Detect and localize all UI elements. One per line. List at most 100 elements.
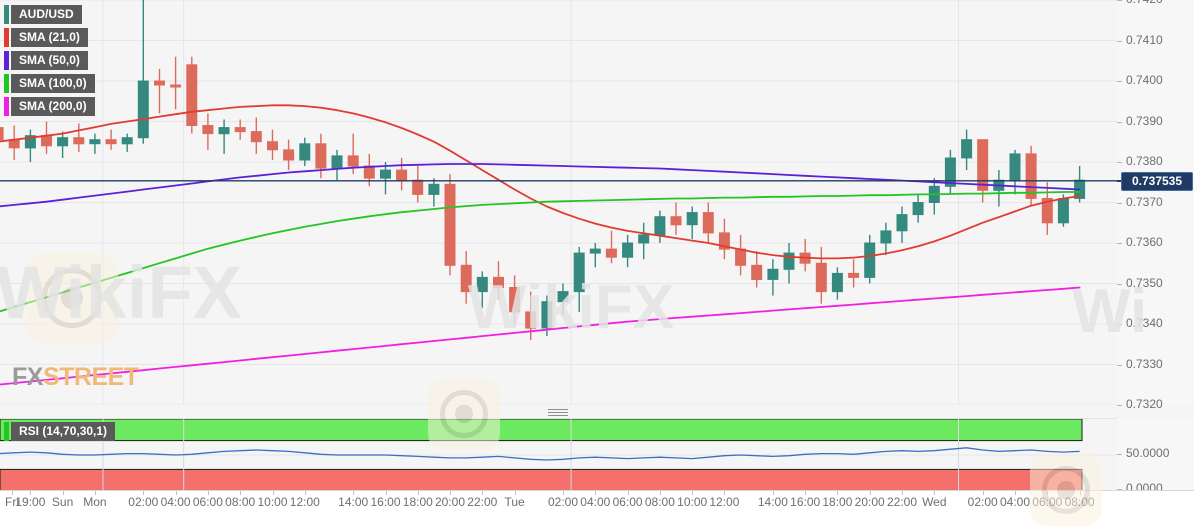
legend-item-sma-21[interactable]: SMA (21,0) [4, 28, 95, 47]
sma-21-color-swatch [4, 28, 9, 47]
price-axis-tick [1117, 81, 1122, 82]
price-axis-tick [1117, 243, 1122, 244]
time-axis-label: 16:00 [790, 495, 821, 509]
legend-label-sma-200: SMA (200,0) [11, 97, 95, 116]
time-axis-label: 12:00 [709, 495, 740, 509]
rsi-chart-canvas [0, 419, 1117, 491]
time-axis-label: 19:00 [15, 495, 46, 509]
time-axis-tick [627, 491, 629, 495]
sma-50-color-swatch [4, 51, 9, 70]
time-axis-tick [837, 491, 839, 495]
time-axis-label: 02:00 [547, 495, 579, 509]
time-axis-tick [175, 491, 177, 495]
price-axis-label: 0.7320 [1126, 397, 1163, 411]
time-axis-tick [1015, 491, 1016, 495]
rsi-legend-label: RSI (14,70,30,1) [11, 422, 116, 441]
price-axis-tick [1117, 283, 1122, 285]
rsi-color-swatch [4, 422, 9, 441]
price-axis-tick [1117, 162, 1122, 163]
time-axis-label: Wed [922, 495, 947, 509]
rsi-legend[interactable]: RSI (14,70,30,1) [4, 422, 116, 441]
legend-item-sma-100[interactable]: SMA (100,0) [4, 74, 95, 93]
price-axis-label: 0.7340 [1126, 316, 1163, 330]
rsi-axis-tick [1117, 489, 1122, 490]
legend-item-sma-200[interactable]: SMA (200,0) [4, 97, 95, 116]
time-axis-tick [1047, 491, 1049, 495]
time-axis-tick [417, 491, 419, 495]
rsi-chart-panel[interactable] [0, 418, 1118, 491]
time-axis-tick [595, 491, 597, 495]
time-axis-tick [1079, 491, 1081, 495]
time-axis-tick [724, 491, 726, 495]
price-axis-tick [1117, 40, 1122, 42]
time-axis-label: 14:00 [338, 495, 369, 509]
price-axis-tick [1117, 202, 1122, 204]
time-axis-label: Sun [51, 495, 74, 509]
time-axis-tick [12, 491, 13, 495]
time-axis-label: 08:00 [1064, 495, 1095, 509]
time-axis-label: 20:00 [434, 495, 466, 509]
price-axis-tick [1117, 0, 1122, 1]
time-axis-label: 08:00 [644, 495, 675, 509]
time-axis-label: Tue [504, 495, 525, 509]
price-axis-tick [1117, 121, 1122, 123]
time-axis-label: 12:00 [289, 495, 320, 509]
panel-resize-handle[interactable] [548, 409, 568, 417]
time-axis-label: 02:00 [128, 495, 159, 509]
legend-label-instrument: AUD/USD [11, 5, 82, 24]
time-axis-label: 04:00 [999, 495, 1031, 509]
time-axis-tick [272, 491, 274, 495]
time-axis-tick [143, 491, 145, 495]
price-axis-label: 0.7360 [1126, 235, 1163, 249]
time-axis-label: 22:00 [467, 495, 498, 509]
time-axis-label: 04:00 [580, 495, 611, 509]
rsi-axis-tick [1117, 454, 1122, 455]
legend-item-sma-50[interactable]: SMA (50,0) [4, 51, 95, 70]
time-axis-tick [805, 491, 807, 495]
price-axis[interactable]: 0.7420 0.7410 0.7400 0.7390 0.7380 0.7370 0.73… [1117, 0, 1194, 411]
current-price-badge: 0.737535 [1121, 172, 1193, 192]
instrument-color-swatch [4, 5, 9, 24]
time-axis-label: Fri [5, 495, 19, 509]
time-axis-label: Mon [83, 495, 107, 509]
price-axis-label: 0.7350 [1126, 275, 1163, 290]
legend-item-instrument[interactable]: AUD/USD [4, 5, 95, 24]
price-axis-label: 0.7370 [1126, 194, 1163, 209]
legend-label-sma-100: SMA (100,0) [11, 74, 95, 93]
time-axis-tick [385, 491, 387, 495]
time-axis-tick [869, 491, 871, 495]
price-axis-label: 0.7420 [1126, 0, 1163, 6]
time-axis-tick [94, 491, 96, 495]
time-axis-tick [514, 491, 516, 495]
time-axis-tick [692, 491, 694, 495]
legend-label-sma-21: SMA (21,0) [11, 28, 88, 47]
time-axis-tick [240, 491, 242, 495]
time-axis-label: 22:00 [886, 495, 918, 509]
price-axis-label: 0.7390 [1126, 113, 1163, 128]
price-axis-label: 0.7330 [1126, 356, 1163, 371]
sma-100-color-swatch [4, 74, 9, 93]
price-chart-panel[interactable] [0, 0, 1118, 405]
time-axis-label: 18:00 [822, 495, 853, 509]
price-axis-tick [1117, 364, 1122, 366]
time-axis[interactable]: Fri 19:00 Sun Mon 02:00 04:00 06:00 08:00 10:00 1… [0, 490, 1194, 514]
price-axis-label: 0.7400 [1126, 73, 1163, 87]
price-axis-label: 0.7410 [1126, 32, 1163, 47]
time-axis-tick [563, 491, 564, 495]
time-axis-label: 06:00 [612, 495, 643, 509]
time-axis-label: 06:00 [192, 495, 223, 509]
time-axis-tick [450, 491, 451, 495]
time-axis-tick [659, 491, 661, 495]
time-axis-tick [902, 491, 903, 495]
time-axis-label: 06:00 [1032, 495, 1063, 509]
time-axis-tick [934, 491, 936, 495]
time-axis-tick [304, 491, 306, 495]
rsi-axis[interactable]: 50.0000 0.0000 [1117, 418, 1194, 495]
time-axis-label: 08:00 [225, 495, 256, 509]
time-axis-label: 10:00 [257, 495, 288, 509]
price-chart-canvas [0, 0, 1117, 405]
time-axis-label: 02:00 [967, 495, 998, 509]
time-axis-tick [62, 491, 64, 495]
chart-legend: AUD/USD SMA (21,0) SMA (50,0) SMA (100,0… [4, 5, 95, 120]
legend-label-sma-50: SMA (50,0) [11, 51, 88, 70]
